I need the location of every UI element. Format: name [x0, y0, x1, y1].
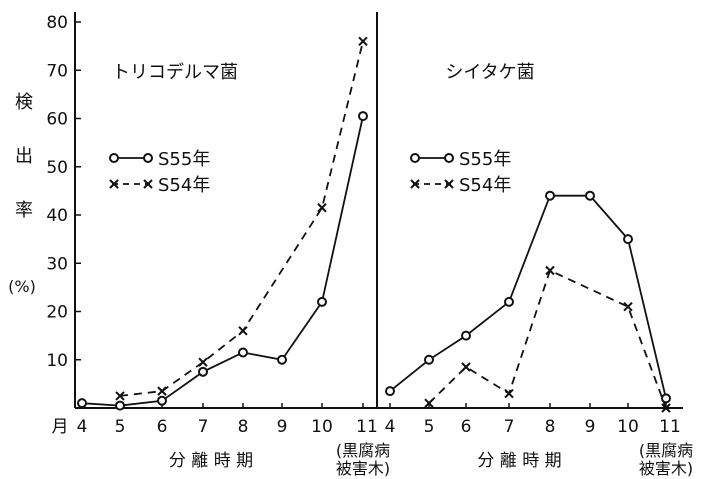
data-point-circle	[115, 400, 125, 411]
x-tick-label: 8	[545, 417, 556, 437]
x-tick-label: 9	[277, 417, 288, 437]
legend-marker	[444, 179, 454, 189]
data-point-cross-stroke	[623, 301, 633, 312]
data-point-cross-stroke	[358, 36, 368, 47]
panel-title: トリコデルマ菌	[112, 62, 238, 83]
series-line	[119, 41, 364, 397]
data-point-circle	[661, 393, 671, 404]
legend-marker-stroke	[410, 179, 420, 189]
x-axis-prefix: 月	[52, 417, 69, 437]
legend-marker	[444, 153, 454, 163]
data-point-cross	[238, 326, 248, 336]
data-point-circle	[585, 190, 595, 201]
y-tick-label: 30	[46, 254, 68, 274]
data-point-cross-stroke	[424, 398, 434, 408]
x-tick-label: 11	[659, 417, 681, 437]
x-tick-label: 8	[238, 417, 249, 437]
y-tick-label: 40	[46, 206, 68, 226]
x-tick-label: 10	[617, 417, 639, 437]
y-tick-label: 50	[46, 158, 68, 178]
x-tick-label: 11	[356, 417, 378, 437]
data-point-circle	[504, 296, 514, 307]
data-point-cross	[424, 398, 434, 408]
legend-label: S55年	[158, 149, 210, 170]
data-point-cross	[157, 386, 167, 396]
data-point-circle	[623, 234, 633, 245]
data-point-cross-stroke	[461, 362, 471, 372]
panel-title: シイタケ菌	[445, 62, 534, 83]
x-tick-label: 9	[585, 417, 596, 437]
x-tick-label: 5	[424, 417, 435, 437]
data-point-circle	[277, 354, 287, 365]
x-tick-label: 7	[504, 417, 515, 437]
legend-marker-stroke	[143, 179, 153, 189]
data-point-circle	[317, 296, 327, 307]
y-axis-unit: (%)	[8, 277, 36, 296]
data-point-cross-stroke	[661, 403, 671, 413]
x-tick-label: 6	[461, 417, 472, 437]
x-axis-title: 分 離 時 期	[477, 451, 561, 471]
data-point-cross-stroke	[317, 203, 327, 213]
data-point-circle	[157, 395, 167, 406]
data-point-cross-stroke	[545, 265, 555, 276]
y-axis-title-char: 出	[15, 146, 33, 167]
legend-marker	[109, 153, 119, 163]
data-point-cross-stroke	[198, 357, 208, 367]
series-line	[81, 115, 364, 407]
data-point-circle	[77, 398, 87, 409]
data-point-cross	[198, 357, 208, 367]
y-tick-label: 80	[46, 13, 68, 33]
data-point-cross-stroke	[504, 388, 514, 399]
x-tick-label: 4	[385, 417, 396, 437]
legend-marker-stroke	[109, 179, 119, 189]
data-point-circle	[238, 347, 248, 358]
x-tick-label: 6	[157, 417, 168, 437]
data-point-cross	[661, 403, 671, 413]
x-tick-label: 7	[198, 417, 209, 437]
last-category-note: (黒腐病被害木)	[639, 441, 693, 478]
data-point-cross-stroke	[115, 391, 125, 401]
legend-marker	[143, 153, 153, 163]
x-tick-label: 4	[77, 417, 88, 437]
data-point-cross-stroke	[157, 386, 167, 396]
x-axis-title: 分 離 時 期	[169, 451, 253, 471]
legend-marker	[143, 179, 153, 189]
data-point-cross	[545, 265, 555, 276]
legend-label: S55年	[459, 149, 511, 170]
x-tick-label: 10	[311, 417, 333, 437]
legend-marker-stroke	[444, 179, 454, 189]
data-point-cross	[115, 391, 125, 401]
data-point-cross	[358, 36, 368, 47]
data-point-circle	[545, 190, 555, 201]
data-point-cross	[623, 301, 633, 312]
series-line	[428, 269, 667, 409]
data-point-cross	[461, 362, 471, 372]
data-point-circle	[358, 111, 368, 122]
data-point-circle	[461, 330, 471, 341]
legend-marker	[410, 179, 420, 189]
y-tick-label: 70	[46, 61, 68, 81]
y-tick-label: 60	[46, 110, 68, 130]
data-point-circle	[424, 354, 434, 365]
legend-marker	[109, 179, 119, 189]
series-line	[389, 194, 667, 399]
y-axis-title-char: 検	[15, 92, 33, 113]
data-point-cross	[504, 388, 514, 399]
legend-label: S54年	[158, 175, 210, 196]
data-point-circle	[385, 386, 395, 397]
y-tick-label: 20	[46, 303, 68, 323]
data-point-circle	[198, 366, 208, 377]
x-tick-label: 5	[115, 417, 126, 437]
data-point-cross-stroke	[238, 326, 248, 336]
data-point-cross	[317, 203, 327, 213]
y-tick-label: 10	[46, 351, 68, 371]
last-category-note: (黒腐病被害木)	[336, 441, 390, 478]
y-axis-title-char: 率	[15, 200, 33, 221]
legend-marker	[410, 153, 420, 163]
legend-label: S54年	[459, 175, 511, 196]
